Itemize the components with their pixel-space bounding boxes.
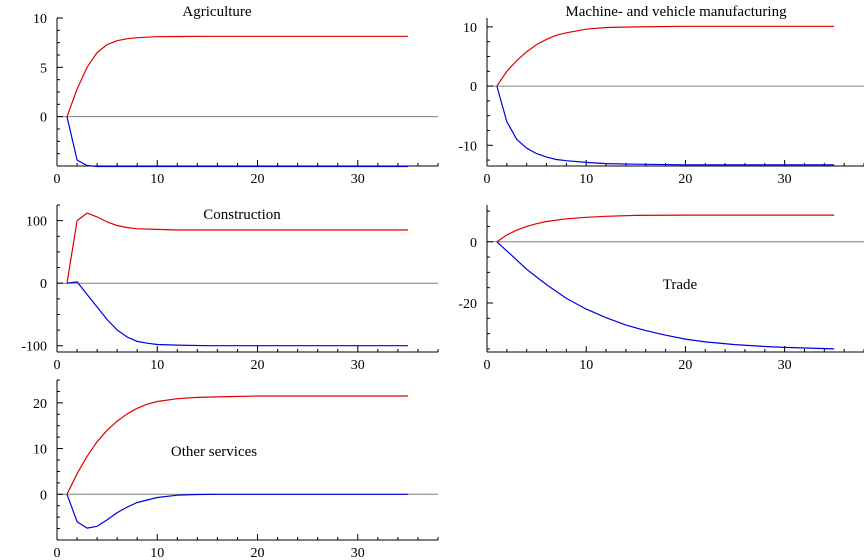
panel-title: Other services [171, 444, 257, 460]
y-tick-label: 5 [40, 61, 47, 76]
y-tick-label: 10 [463, 21, 477, 36]
x-tick-label: 30 [351, 172, 365, 187]
x-tick-label: 10 [579, 172, 593, 187]
y-tick-label: 0 [40, 277, 47, 292]
x-tick-label: 10 [150, 546, 164, 560]
x-tick-label: 0 [484, 358, 491, 373]
y-tick-label: 0 [40, 488, 47, 503]
series-line-blue [496, 85, 835, 166]
panel-4: 0 10 20 30 0 10 20 Other services [33, 379, 439, 560]
x-tick-label: 0 [54, 546, 61, 560]
x-tick-label: 20 [251, 358, 265, 373]
panel-0: 0 10 20 30 0 5 10 Agriculture [33, 4, 439, 187]
x-tick-label: 10 [150, 358, 164, 373]
panel-1: 0 10 20 30 -10 0 10 Machine- and vehicle manufa… [458, 4, 864, 187]
y-tick-label: 0 [470, 80, 477, 95]
panel-3: 0 10 20 30 -20 0 Trade [458, 205, 864, 373]
panel-title: Machine- and vehicle manufacturing [565, 4, 787, 20]
y-tick-label: 20 [33, 397, 47, 412]
y-tick-label: 0 [470, 236, 477, 251]
y-tick-label: -10 [458, 139, 477, 154]
y-tick-label: 0 [40, 111, 47, 126]
x-tick-label: 20 [678, 172, 692, 187]
y-tick-label: -20 [458, 297, 477, 312]
panel-title: Trade [663, 277, 698, 293]
x-tick-label: 10 [579, 358, 593, 373]
y-tick-label: -100 [21, 340, 47, 355]
x-tick-label: 0 [54, 358, 61, 373]
x-tick-label: 20 [678, 358, 692, 373]
x-tick-label: 20 [251, 546, 265, 560]
panel-title: Agriculture [182, 4, 251, 20]
series-line-red [496, 214, 835, 243]
series-line-red [66, 395, 408, 495]
y-tick-label: 10 [33, 443, 47, 458]
panel-2: 0 10 20 30 -100 0 100 Construction [21, 204, 439, 373]
series-line-blue [66, 116, 408, 168]
x-tick-label: 30 [778, 172, 792, 187]
x-tick-label: 30 [351, 546, 365, 560]
x-tick-label: 0 [54, 172, 61, 187]
panel-title: Construction [203, 207, 281, 223]
series-line-blue [66, 493, 408, 529]
x-tick-label: 10 [150, 172, 164, 187]
series-line-red [66, 35, 408, 117]
series-line-blue [66, 281, 408, 347]
y-tick-label: 10 [33, 12, 47, 27]
x-tick-label: 20 [251, 172, 265, 187]
series-line-blue [496, 241, 835, 350]
y-tick-label: 100 [26, 215, 47, 230]
x-tick-label: 0 [484, 172, 491, 187]
x-tick-label: 30 [778, 358, 792, 373]
series-line-red [496, 25, 835, 87]
x-tick-label: 30 [351, 358, 365, 373]
series-line-red [66, 212, 408, 284]
